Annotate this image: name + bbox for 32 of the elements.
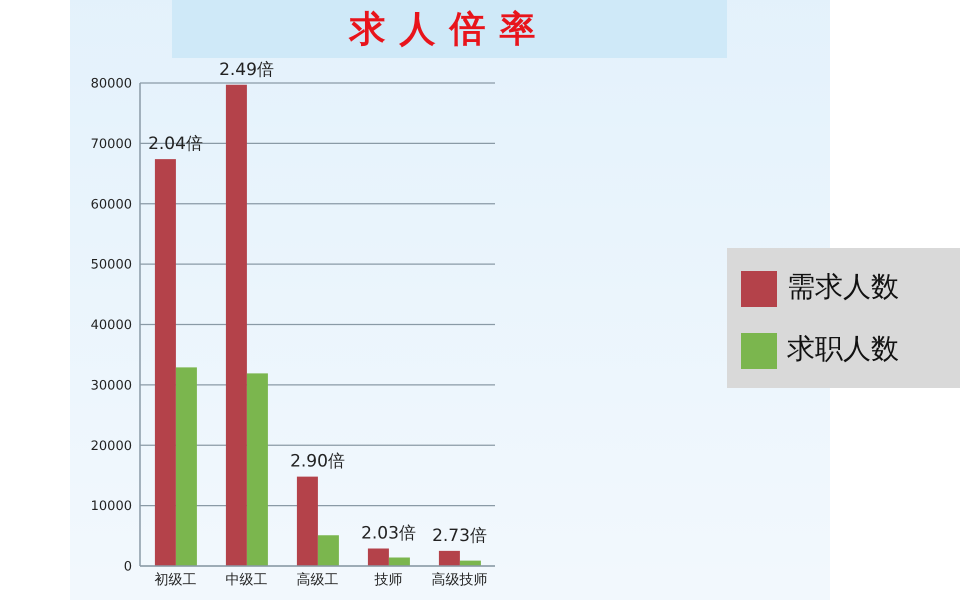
bar [296, 476, 318, 566]
bar [438, 550, 460, 566]
y-tick-label: 50000 [90, 258, 132, 273]
annotation: 2.49倍 [219, 60, 274, 80]
bar [154, 159, 176, 566]
y-tick-label: 10000 [90, 499, 132, 514]
x-tick-label: 技师 [374, 572, 402, 588]
y-tick-label: 70000 [90, 136, 132, 152]
annotation: 2.73倍 [432, 526, 487, 546]
legend-label: 需求人数 [787, 270, 899, 303]
x-tick-label: 中级工 [226, 572, 268, 588]
y-tick-label: 30000 [90, 378, 132, 394]
y-tick-label: 80000 [90, 76, 132, 92]
y-tick-label: 40000 [90, 318, 132, 334]
bar [246, 373, 268, 566]
x-tick-label: 高级技师 [432, 572, 488, 588]
y-tick-label: 60000 [90, 197, 132, 212]
legend-label: 求职人数 [787, 332, 899, 365]
bar [226, 84, 247, 566]
annotation: 2.03倍 [361, 523, 416, 544]
bar [368, 548, 389, 566]
x-tick-label: 初级工 [154, 572, 196, 588]
y-tick-label: 0 [124, 560, 132, 575]
bar [388, 558, 410, 566]
annotation: 2.90倍 [290, 452, 345, 472]
y-tick-label: 20000 [90, 438, 132, 454]
bar [318, 535, 339, 566]
bar [176, 367, 197, 566]
bar [460, 560, 481, 566]
annotation: 2.04倍 [148, 134, 203, 154]
x-tick-label: 高级工 [296, 572, 338, 588]
chart-title: 求人倍率 [350, 8, 550, 52]
